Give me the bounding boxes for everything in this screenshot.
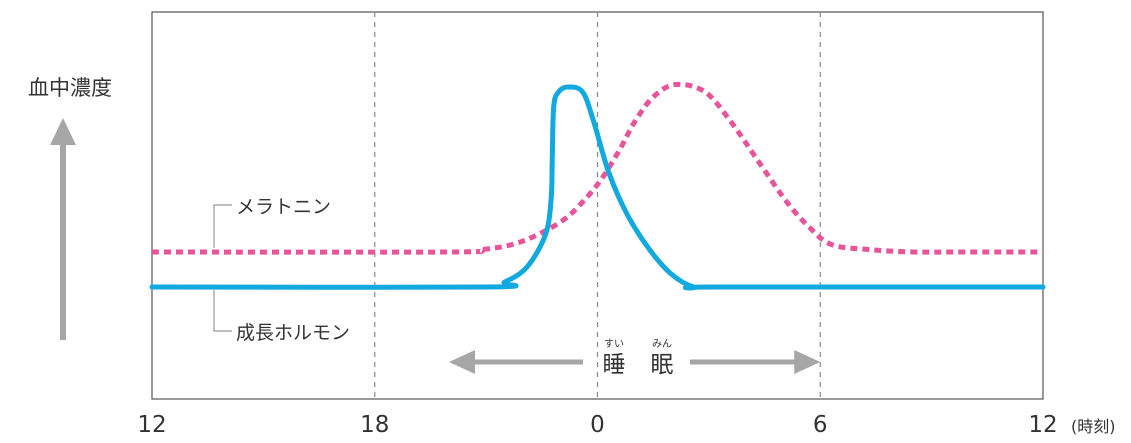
sleep-label-char-1: 眠 <box>651 352 674 378</box>
x-tick-label-2: 0 <box>590 412 605 438</box>
series-label-1: 成長ホルモン <box>236 322 350 344</box>
sleep-annotation: 睡 すい眠 みん <box>449 338 821 378</box>
series-line-0 <box>151 81 1043 255</box>
series-label-0: メラトニン <box>236 196 331 218</box>
x-tick-label-4: 12 <box>1028 412 1057 438</box>
sleep-label-char-0: 睡 <box>603 352 626 378</box>
sleep-ruby-0: すい <box>604 338 624 350</box>
x-tick-label-0: 12 <box>137 412 166 438</box>
arrow-left-icon <box>449 350 475 374</box>
series-line-1 <box>149 84 1046 291</box>
arrow-right-icon <box>794 350 821 374</box>
x-tick-label-1: 18 <box>360 412 389 438</box>
y-axis-label: 血中濃度 <box>28 76 112 100</box>
grid-lines <box>374 12 821 399</box>
x-axis-unit: (時刻) <box>1071 417 1116 436</box>
series-layer <box>149 81 1046 291</box>
series-label-leader-0 <box>213 204 232 248</box>
series-label-leader-1 <box>213 290 232 332</box>
y-axis-arrow-icon <box>50 118 76 340</box>
sleep-ruby-1: みん <box>652 338 672 350</box>
x-tick-label-3: 6 <box>813 412 828 438</box>
x-axis-ticks: 12 18 0 6 12 <box>137 412 1057 438</box>
